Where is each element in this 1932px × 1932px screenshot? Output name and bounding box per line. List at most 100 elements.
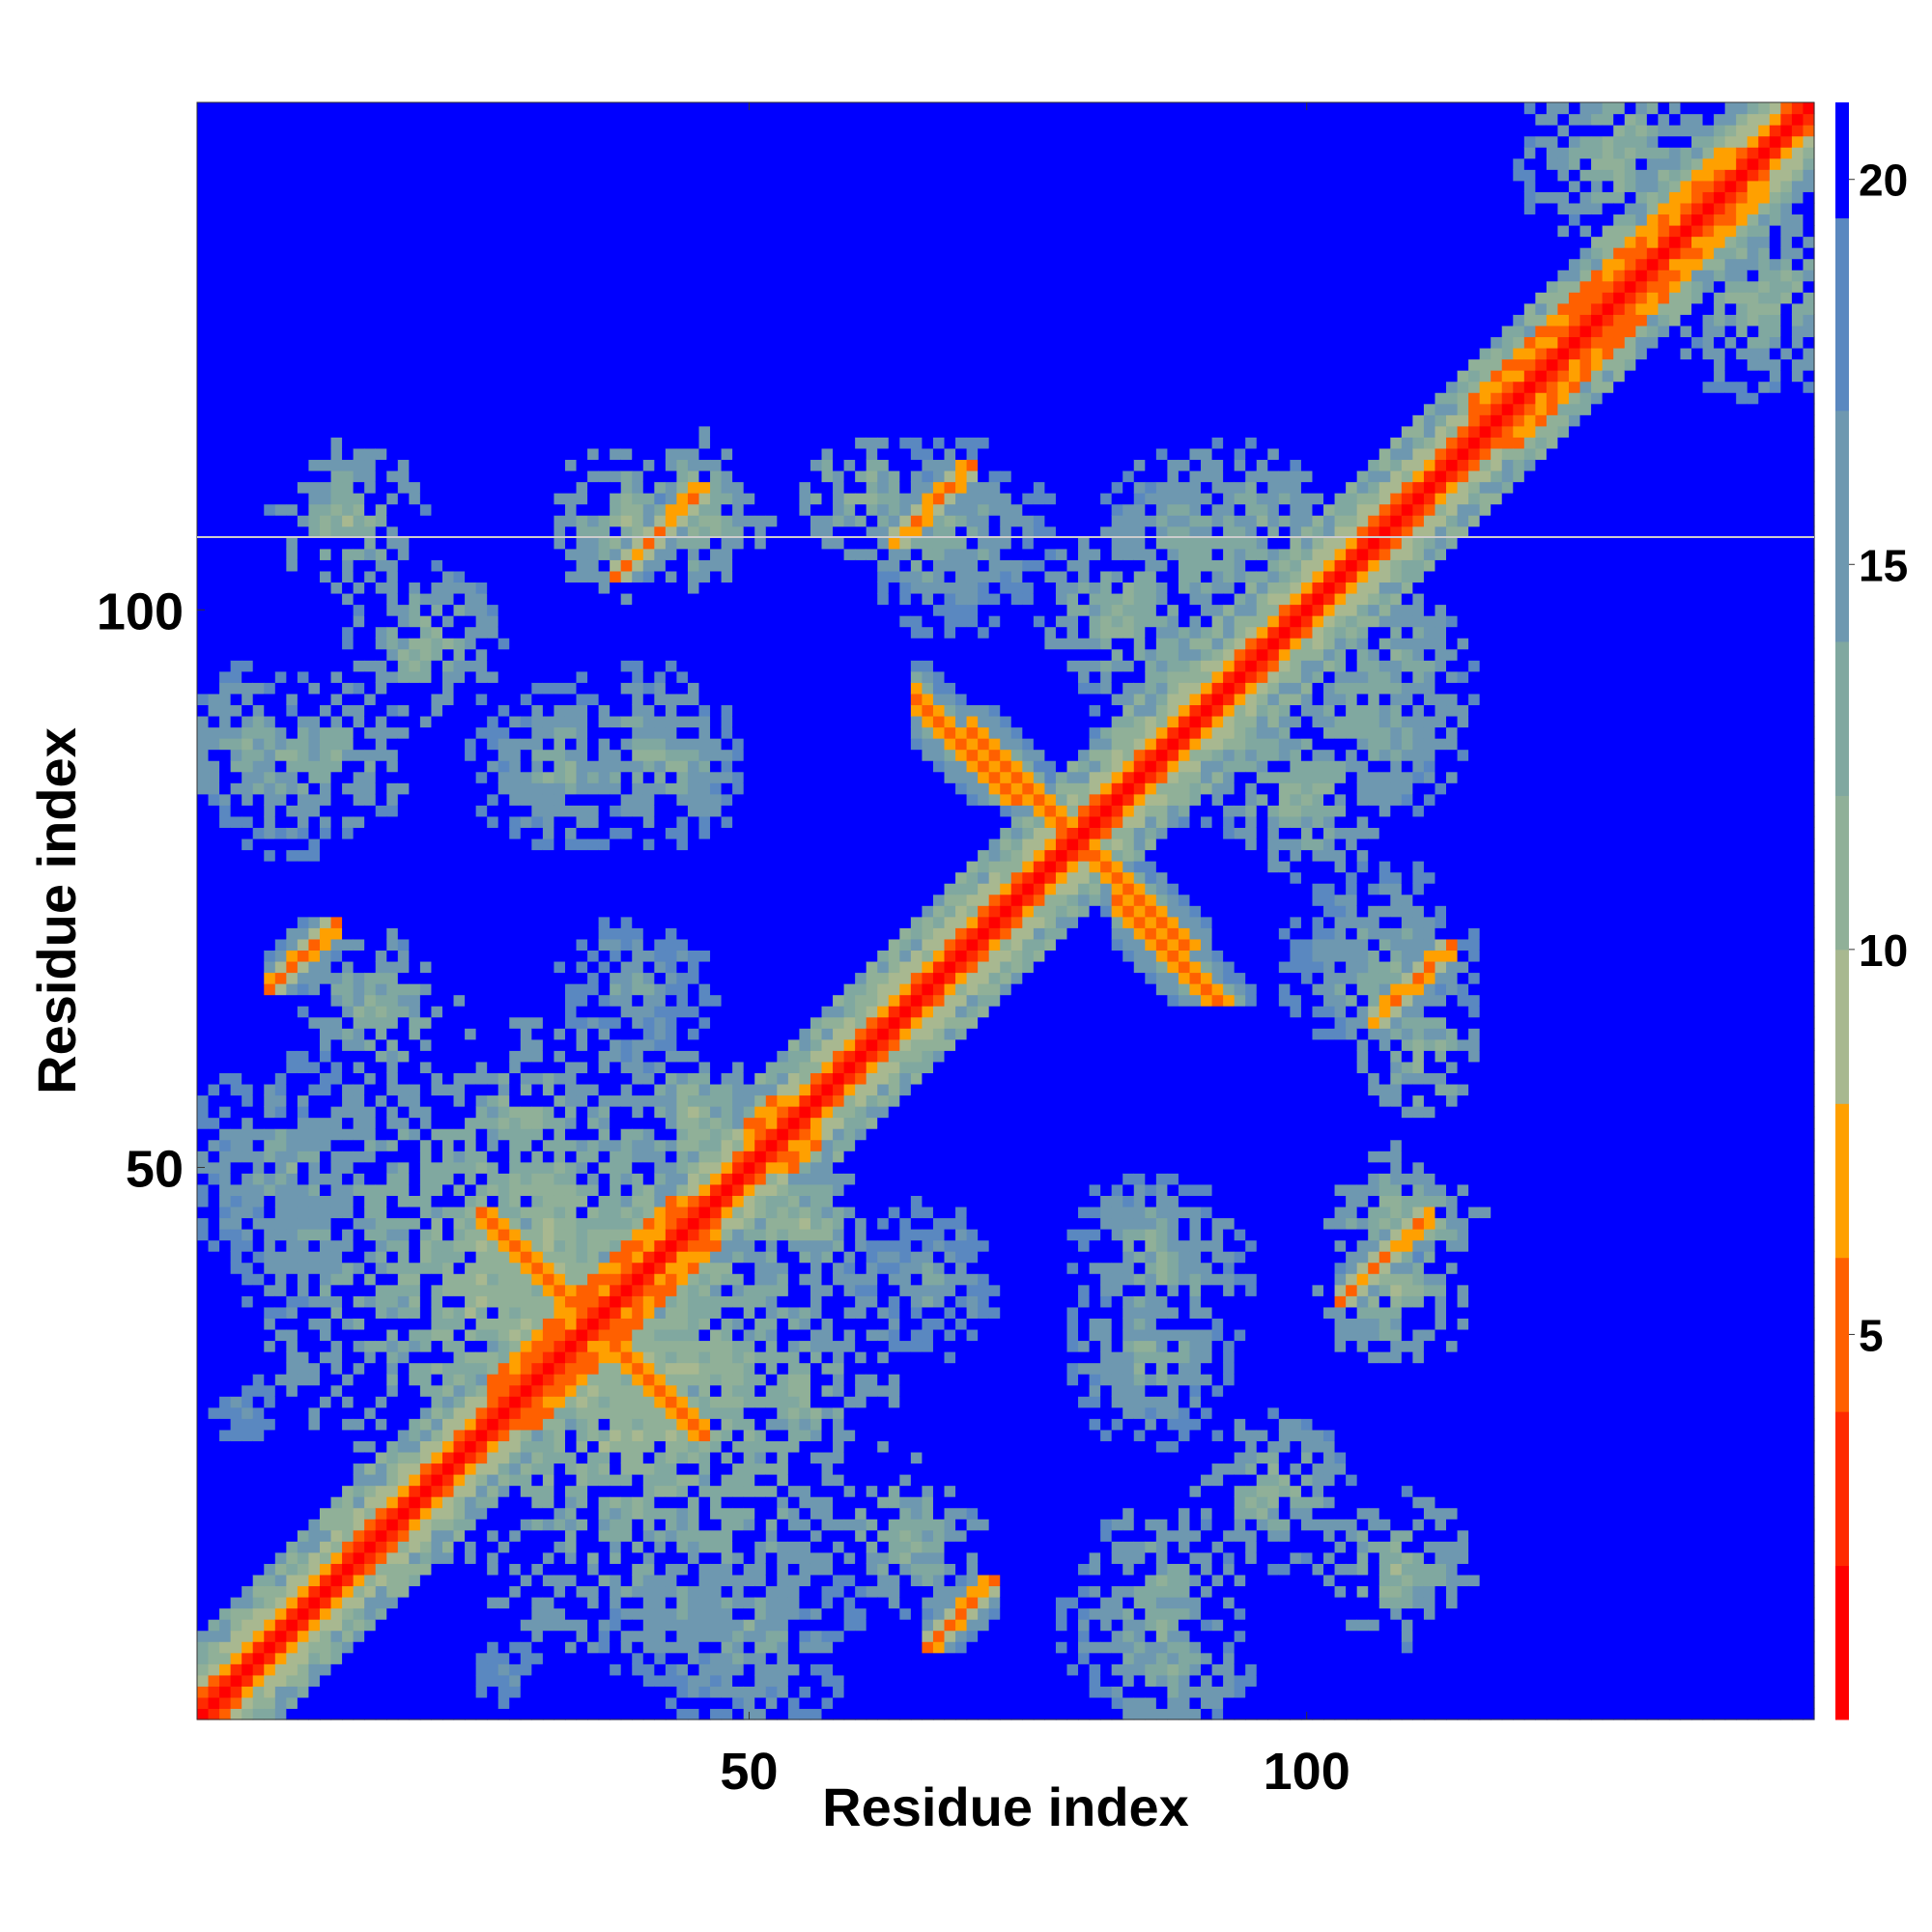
heatmap-cell	[487, 592, 499, 606]
heatmap-cell	[564, 559, 578, 572]
heatmap-cell	[386, 1284, 399, 1296]
heatmap-cell	[330, 849, 343, 862]
heatmap-cell	[264, 392, 276, 405]
heatmap-cell	[497, 447, 510, 461]
heatmap-cell	[397, 1451, 410, 1464]
heatmap-cell	[353, 169, 365, 182]
heatmap-cell	[297, 1451, 310, 1464]
heatmap-cell	[554, 1262, 566, 1274]
heatmap-cell	[252, 1083, 265, 1096]
heatmap-cell	[252, 849, 265, 862]
heatmap-cell	[542, 1262, 555, 1274]
heatmap-cell	[264, 1117, 276, 1129]
heatmap-cell	[230, 1418, 242, 1431]
heatmap-cell	[364, 715, 377, 728]
heatmap-cell	[219, 302, 232, 315]
heatmap-cell	[264, 1384, 276, 1397]
heatmap-cell	[308, 1607, 321, 1620]
heatmap-cell	[497, 191, 510, 204]
heatmap-cell	[576, 1306, 588, 1319]
heatmap-cell	[353, 1139, 365, 1151]
heatmap-cell	[230, 1474, 242, 1487]
heatmap-cell	[497, 1563, 510, 1576]
heatmap-cell	[230, 135, 242, 148]
heatmap-cell	[252, 1306, 265, 1319]
heatmap-cell	[409, 292, 421, 304]
heatmap-cell	[353, 983, 365, 996]
heatmap-cell	[242, 1652, 254, 1664]
heatmap-cell	[431, 224, 443, 238]
heatmap-cell	[531, 1396, 544, 1408]
heatmap-cell	[554, 437, 566, 449]
heatmap-cell	[542, 1083, 555, 1096]
heatmap-cell	[308, 693, 321, 706]
heatmap-cell	[520, 782, 532, 795]
heatmap-cell	[286, 1607, 298, 1620]
heatmap-cell	[554, 1151, 566, 1163]
heatmap-cell	[297, 236, 310, 248]
heatmap-cell	[509, 157, 522, 170]
heatmap-cell	[230, 447, 242, 461]
heatmap-cell	[308, 1406, 321, 1419]
heatmap-cell	[230, 1396, 242, 1408]
heatmap-cell	[274, 1451, 287, 1464]
heatmap-cell	[274, 582, 287, 594]
heatmap-cell	[576, 983, 588, 996]
heatmap-cell	[208, 370, 220, 383]
heatmap-cell	[319, 1206, 332, 1219]
heatmap-cell	[497, 994, 510, 1007]
heatmap-cell	[576, 1551, 588, 1564]
heatmap-cell	[531, 704, 544, 717]
heatmap-cell	[353, 280, 365, 293]
heatmap-cell	[297, 515, 310, 527]
heatmap-cell	[409, 1485, 421, 1497]
heatmap-cell	[520, 1652, 532, 1664]
heatmap-cell	[208, 1374, 220, 1386]
heatmap-cell	[364, 493, 377, 505]
heatmap-cell	[419, 815, 433, 829]
heatmap-cell	[497, 1106, 510, 1119]
heatmap-cell	[342, 1563, 355, 1576]
heatmap-cell	[497, 1641, 510, 1654]
heatmap-cell	[219, 1374, 232, 1386]
heatmap-cell	[308, 1619, 321, 1632]
heatmap-cell	[364, 1173, 377, 1185]
heatmap-cell	[441, 1239, 455, 1252]
heatmap-cell	[353, 526, 365, 538]
heatmap-cell	[431, 1362, 443, 1375]
heatmap-cell	[520, 1072, 532, 1085]
heatmap-cell	[564, 381, 578, 393]
heatmap-cell	[465, 960, 477, 974]
heatmap-cell	[197, 191, 210, 204]
heatmap-cell	[542, 582, 555, 594]
heatmap-cell	[274, 1396, 287, 1408]
heatmap-cell	[308, 1229, 321, 1241]
heatmap-cell	[554, 1529, 566, 1542]
heatmap-cell	[364, 871, 377, 884]
heatmap-cell	[564, 726, 578, 739]
heatmap-cell	[252, 414, 265, 427]
heatmap-cell	[564, 236, 578, 248]
heatmap-cell	[465, 1708, 477, 1720]
heatmap-cell	[308, 1050, 321, 1063]
heatmap-cell	[230, 247, 242, 260]
heatmap-cell	[431, 459, 443, 471]
heatmap-cell	[520, 1117, 532, 1129]
heatmap-cell	[375, 916, 387, 928]
heatmap-cell	[219, 202, 232, 215]
heatmap-cell	[364, 302, 377, 315]
heatmap-cell	[197, 1519, 210, 1531]
heatmap-cell	[453, 1463, 466, 1475]
heatmap-cell	[375, 660, 387, 672]
heatmap-cell	[386, 1384, 399, 1397]
heatmap-cell	[497, 1117, 510, 1129]
heatmap-cell	[208, 1106, 220, 1119]
heatmap-cell	[542, 960, 555, 974]
heatmap-cell	[219, 1674, 232, 1687]
heatmap-cell	[342, 726, 355, 739]
heatmap-cell	[542, 202, 555, 215]
heatmap-cell	[431, 1195, 443, 1208]
heatmap-cell	[487, 1574, 499, 1587]
heatmap-cell	[330, 1006, 343, 1018]
heatmap-cell	[242, 1485, 254, 1497]
